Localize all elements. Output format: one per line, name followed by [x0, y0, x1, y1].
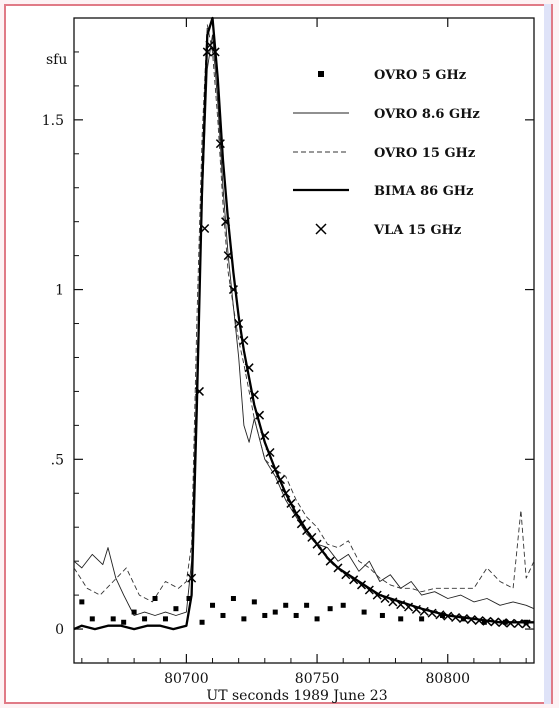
data-point-square: [341, 603, 346, 608]
data-point-cross: [326, 557, 334, 565]
data-point-square: [163, 616, 168, 621]
data-point-square: [328, 606, 333, 611]
data-point-cross: [308, 533, 316, 541]
data-point-square: [187, 596, 192, 601]
y-tick-label: .5: [51, 452, 64, 468]
series-4: [188, 41, 531, 628]
y-tick-label: 1.5: [42, 113, 64, 129]
legend: OVRO 5 GHz OVRO 8.6 GHz OVRO 15 GHz BIMA 86…: [293, 68, 480, 238]
legend-swatch-cross: [316, 224, 326, 234]
data-point-square: [121, 620, 126, 625]
legend-item: OVRO 15 GHz: [293, 146, 475, 161]
legend-item: VLA 15 GHz: [316, 223, 461, 238]
legend-label: OVRO 5 GHz: [374, 68, 466, 83]
data-point-square: [210, 603, 215, 608]
data-point-square: [231, 596, 236, 601]
x-tick-label: 80800: [425, 671, 470, 687]
data-point-square: [419, 616, 424, 621]
data-point-square: [398, 616, 403, 621]
y-tick-label: 0: [55, 622, 64, 638]
data-point-square: [362, 610, 367, 615]
data-point-square: [173, 606, 178, 611]
data-point-square: [294, 613, 299, 618]
data-point-square: [153, 596, 158, 601]
data-point-square: [90, 616, 95, 621]
data-point-square: [380, 613, 385, 618]
data-point-cross: [334, 564, 342, 572]
legend-label: VLA 15 GHz: [373, 223, 461, 238]
x-tick-label: 80750: [295, 671, 340, 687]
legend-item: OVRO 8.6 GHz: [293, 107, 480, 122]
y-tick-label: 1: [55, 283, 64, 299]
data-point-cross: [318, 547, 326, 555]
legend-item: BIMA 86 GHz: [293, 184, 473, 199]
data-point-square: [304, 603, 309, 608]
data-point-square: [283, 603, 288, 608]
x-axis-label: UT seconds 1989 June 23: [206, 688, 387, 704]
legend-item: OVRO 5 GHz: [318, 68, 466, 83]
data-point-square: [252, 599, 257, 604]
legend-label: BIMA 86 GHz: [374, 184, 473, 199]
legend-label: OVRO 15 GHz: [374, 146, 475, 161]
x-tick-label: 80700: [164, 671, 209, 687]
data-point-square: [220, 613, 225, 618]
data-point-square: [241, 616, 246, 621]
data-point-cross: [514, 620, 522, 628]
data-point-square: [315, 616, 320, 621]
data-point-square: [79, 599, 84, 604]
y-axis-label: sfu: [46, 52, 67, 68]
data-point-square: [142, 616, 147, 621]
data-point-square: [200, 620, 205, 625]
data-point-square: [132, 610, 137, 615]
data-point-cross: [313, 540, 321, 548]
data-point-square: [273, 610, 278, 615]
legend-label: OVRO 8.6 GHz: [374, 107, 480, 122]
data-point-square: [111, 616, 116, 621]
data-point-square: [262, 613, 267, 618]
legend-swatch-square: [318, 71, 324, 77]
